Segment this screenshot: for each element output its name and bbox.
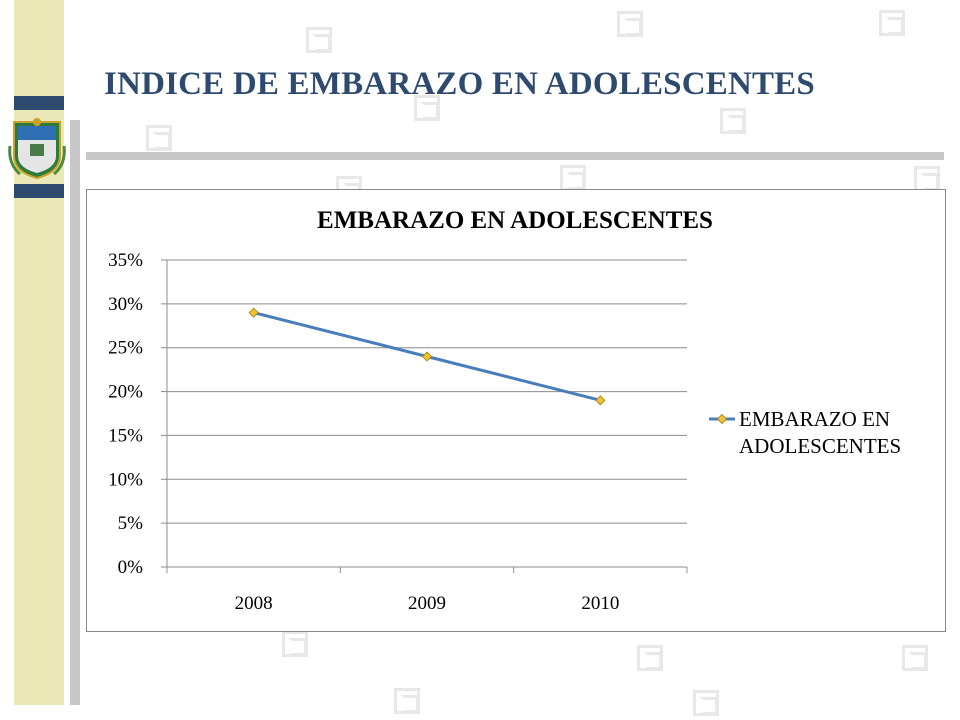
horizontal-divider (86, 152, 944, 160)
side-stripe (14, 184, 64, 198)
y-tick-label: 0% (118, 557, 144, 578)
y-tick-label: 10% (108, 469, 143, 490)
pattern-icon (693, 690, 719, 716)
x-tick-label: 2008 (235, 593, 273, 614)
y-tick-label: 5% (118, 513, 144, 534)
y-tick-label: 20% (108, 382, 143, 403)
grid-lines (167, 259, 687, 524)
pattern-icon (560, 165, 586, 191)
legend: EMBARAZO EN ADOLESCENTES (709, 407, 901, 458)
slide-title: INDICE DE EMBARAZO EN ADOLESCENTES (104, 66, 815, 102)
y-tick-label: 35% (108, 250, 143, 271)
pattern-icon (146, 125, 172, 151)
series-layer (248, 307, 606, 406)
chart-title: EMBARAZO EN ADOLESCENTES (317, 207, 713, 234)
y-tick-label: 25% (108, 338, 143, 359)
side-stripe (14, 96, 64, 110)
x-axis-ticks: 2008 2009 2010 (235, 593, 620, 614)
chart-container: EMBARAZO EN ADOLESCENTES 0% 5% 10% 15% 20% 25… (86, 189, 946, 632)
pattern-icon (394, 688, 420, 714)
y-axis-ticks: 0% 5% 10% 15% 20% 25% 30% 35% (108, 250, 143, 578)
legend-swatch-marker (716, 413, 728, 425)
pattern-icon (306, 27, 332, 53)
data-point (421, 351, 433, 362)
crest-icon (8, 118, 66, 180)
data-point (595, 395, 606, 406)
side-band (14, 0, 64, 705)
x-tick-label: 2010 (581, 593, 619, 614)
line-chart: EMBARAZO EN ADOLESCENTES 0% 5% 10% 15% 20% 25… (108, 207, 901, 614)
legend-label: ADOLESCENTES (739, 434, 901, 458)
pattern-icon (720, 108, 746, 134)
x-tick-label: 2009 (408, 593, 446, 614)
pattern-icon (617, 11, 643, 37)
pattern-icon (637, 645, 663, 671)
data-point (248, 307, 259, 318)
pattern-icon (282, 631, 308, 657)
y-tick-label: 15% (108, 425, 143, 446)
pattern-icon (902, 645, 928, 671)
legend-label: EMBARAZO EN (739, 407, 890, 431)
pattern-icon (879, 10, 905, 36)
y-tick-label: 30% (108, 294, 143, 315)
pattern-icon (414, 95, 440, 121)
vertical-divider (70, 120, 80, 705)
axes (161, 259, 688, 573)
